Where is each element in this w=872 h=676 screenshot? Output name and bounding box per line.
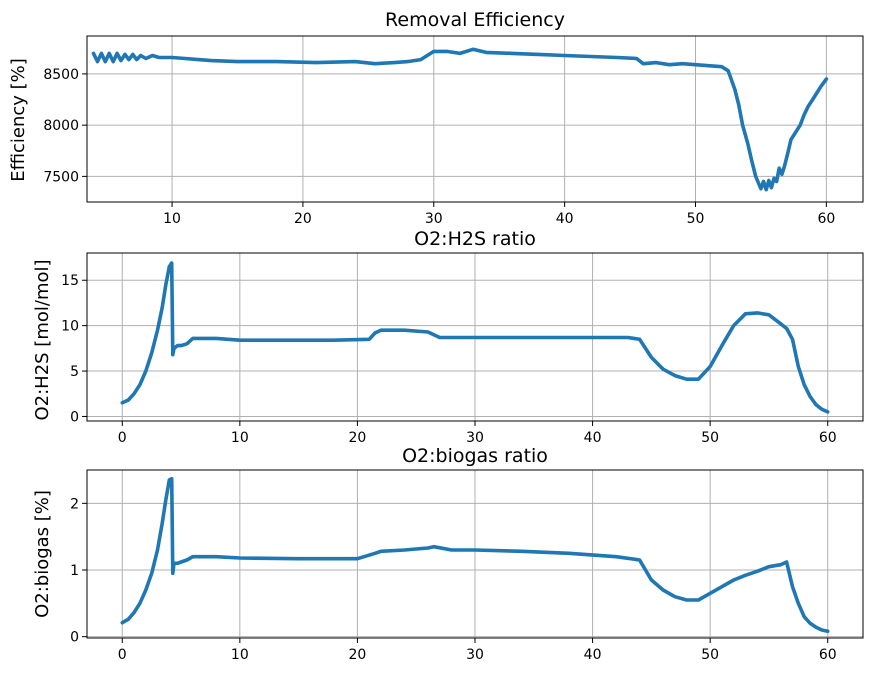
o2-biogas-grid bbox=[87, 470, 863, 638]
removal-efficiency-axes-frame bbox=[86, 35, 864, 203]
o2-h2s-y-tick-label: 15 bbox=[61, 273, 79, 289]
removal-efficiency-panel: Removal Efficiency Efficiency [%] 10 20 30… bbox=[8, 9, 864, 227]
o2-biogas-x-tick-label: 20 bbox=[349, 647, 367, 663]
o2-biogas-ticks: 0 10 20 30 40 50 60 0 1 2 bbox=[70, 496, 837, 663]
removal-efficiency-x-tick-label: 20 bbox=[294, 211, 312, 227]
o2-h2s-y-axis-label: O2:H2S [mol/mol] bbox=[32, 259, 53, 420]
o2-h2s-series bbox=[120, 261, 830, 414]
o2-h2s-ticks: 0 10 20 30 40 50 60 0 5 10 15 bbox=[61, 273, 836, 446]
o2-biogas-x-tick-label: 30 bbox=[466, 647, 484, 663]
removal-efficiency-x-tick-label: 10 bbox=[163, 211, 181, 227]
o2-biogas-y-axis-label: O2:biogas [%] bbox=[32, 490, 53, 618]
o2-biogas-title: O2:biogas ratio bbox=[402, 445, 548, 467]
o2-h2s-y-tick-label: 0 bbox=[70, 409, 79, 425]
o2-h2s-x-tick-label: 50 bbox=[701, 430, 719, 446]
o2-h2s-y-tick-label: 10 bbox=[61, 319, 79, 335]
removal-efficiency-y-tick-label: 7500 bbox=[43, 169, 79, 185]
o2-biogas-series bbox=[120, 476, 830, 634]
o2-biogas-x-tick-label: 10 bbox=[231, 647, 249, 663]
o2-h2s-x-tick-label: 40 bbox=[584, 430, 602, 446]
removal-efficiency-y-tick-label: 8000 bbox=[43, 118, 79, 134]
o2-h2s-x-tick-label: 30 bbox=[466, 430, 484, 446]
o2-h2s-x-tick-label: 0 bbox=[118, 430, 127, 446]
o2-biogas-x-tick-label: 50 bbox=[701, 647, 719, 663]
o2-biogas-y-tick-label: 2 bbox=[70, 496, 79, 512]
removal-efficiency-series bbox=[91, 47, 829, 192]
o2-biogas-y-tick-label: 0 bbox=[70, 630, 79, 646]
removal-efficiency-ticks: 10 20 30 40 50 60 7500 8000 8500 bbox=[43, 67, 835, 227]
removal-efficiency-x-tick-label: 60 bbox=[817, 211, 835, 227]
o2-h2s-y-tick-label: 5 bbox=[70, 364, 79, 380]
o2-h2s-x-tick-label: 60 bbox=[819, 430, 837, 446]
o2-biogas-x-tick-label: 60 bbox=[819, 647, 837, 663]
o2-biogas-series-line bbox=[120, 476, 830, 634]
efficiency-y-axis-label: Efficiency [%] bbox=[8, 58, 29, 182]
removal-efficiency-x-tick-label: 40 bbox=[556, 211, 574, 227]
removal-efficiency-series-line bbox=[91, 47, 829, 192]
removal-efficiency-x-tick-label: 50 bbox=[687, 211, 705, 227]
o2-biogas-panel: O2:biogas ratio O2:biogas [%] 0 10 20 30 40 5… bbox=[32, 445, 864, 663]
removal-efficiency-title: Removal Efficiency bbox=[385, 9, 565, 31]
removal-efficiency-x-tick-label: 30 bbox=[425, 211, 443, 227]
o2-h2s-x-tick-label: 10 bbox=[231, 430, 249, 446]
o2-biogas-x-tick-label: 0 bbox=[118, 647, 127, 663]
o2-h2s-x-tick-label: 20 bbox=[349, 430, 367, 446]
o2-biogas-y-tick-label: 1 bbox=[70, 563, 79, 579]
removal-efficiency-y-tick-label: 8500 bbox=[43, 67, 79, 83]
o2-biogas-x-tick-label: 40 bbox=[584, 647, 602, 663]
o2-h2s-panel: O2:H2S ratio O2:H2S [mol/mol] 0 10 20 30 40 5… bbox=[32, 228, 864, 446]
o2-h2s-title: O2:H2S ratio bbox=[414, 228, 536, 250]
o2-h2s-series-line bbox=[120, 261, 830, 414]
